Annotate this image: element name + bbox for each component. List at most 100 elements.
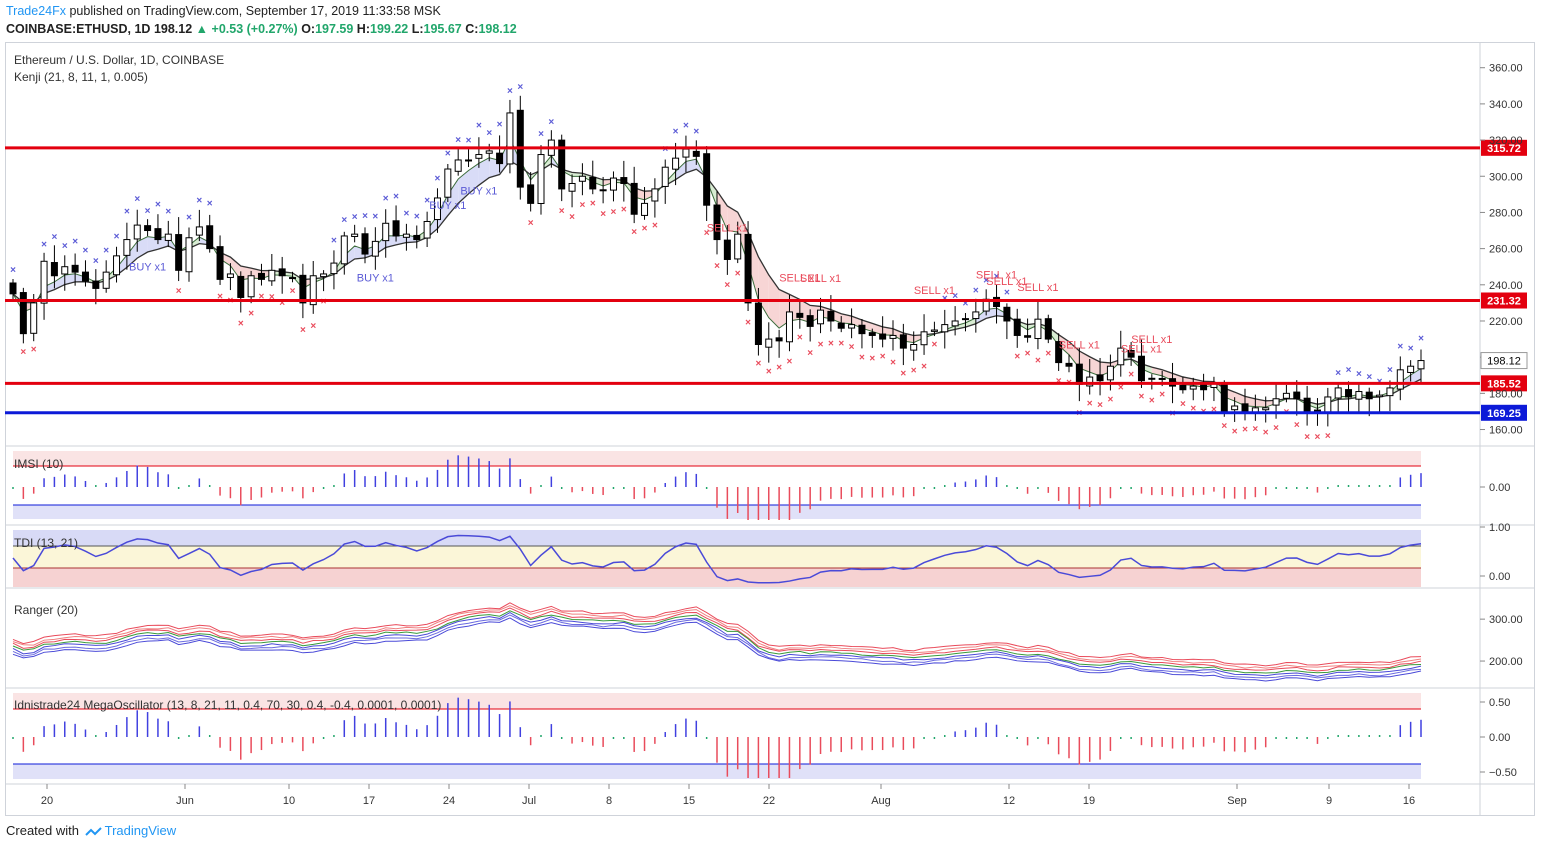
- candle-body: [113, 255, 121, 276]
- candle-body: [558, 139, 566, 190]
- cloud-segment: [955, 322, 966, 330]
- cloud-segment: [137, 236, 148, 259]
- time-tick-label: 15: [683, 795, 695, 807]
- candle-body: [9, 282, 17, 295]
- author-link[interactable]: Trade24Fx: [6, 4, 66, 18]
- candle-body: [1013, 318, 1021, 336]
- candle-body: [1034, 318, 1042, 340]
- candle-body: [1386, 387, 1394, 397]
- candle-body: [133, 224, 141, 240]
- candle-body: [496, 152, 504, 165]
- buy-marker: ×: [1346, 365, 1352, 376]
- buy-marker: ×: [114, 231, 120, 242]
- close-label: C:: [465, 22, 479, 36]
- candle-body: [206, 225, 214, 250]
- chart-svg[interactable]: × × × × × × × × × × × × × × × × × × × × × × × × × × × × × × × × × × × × × × × ×…: [5, 42, 1535, 816]
- sell-signal-label: SELL x1: [914, 285, 955, 297]
- price-tick-label: 280.00: [1489, 207, 1523, 219]
- ranger-line: [12, 605, 1422, 669]
- publish-line: Trade24Fx published on TradingView.com, …: [6, 4, 441, 18]
- candle-body: [578, 175, 586, 182]
- pane-tick-label: 0.00: [1489, 732, 1510, 744]
- imsi-title: IMSI (10): [14, 457, 63, 471]
- level-tag-label: 185.52: [1487, 378, 1521, 390]
- pane-tick-label: 1.00: [1489, 522, 1510, 534]
- time-axis[interactable]: 20 Jun 10 17 24 Jul 8 15 22 Aug 12 19 Sep 9 16: [41, 784, 1415, 807]
- candle-body: [723, 239, 731, 260]
- candle-body: [340, 235, 348, 265]
- sell-marker: ×: [238, 319, 244, 330]
- price-tick-label: 180.00: [1489, 388, 1523, 400]
- cloud-segment: [54, 275, 65, 290]
- price-tick-label: 360.00: [1489, 63, 1523, 75]
- ranger-line: [12, 610, 1422, 674]
- tradingview-link[interactable]: TradingView: [104, 823, 177, 838]
- sell-signal-label: SELL x1: [800, 273, 841, 285]
- sell-marker: ×: [880, 351, 886, 362]
- candle-body: [61, 266, 69, 275]
- candle-body: [620, 177, 628, 184]
- sell-marker: ×: [579, 200, 585, 211]
- candle-body: [1003, 306, 1011, 322]
- sell-signal-label: SELL x1: [976, 270, 1017, 282]
- pane-tick-label: 300.00: [1489, 614, 1523, 626]
- candle-body: [889, 334, 897, 339]
- candle-body: [154, 228, 162, 241]
- candle-body: [1106, 365, 1114, 381]
- ranger-line: [12, 607, 1422, 672]
- candle-body: [661, 166, 669, 187]
- time-tick-label: Jul: [522, 795, 536, 807]
- candle-body: [672, 157, 680, 170]
- buy-marker: ×: [1356, 369, 1362, 380]
- cloud-segment: [437, 194, 448, 229]
- sell-marker: ×: [1118, 382, 1124, 393]
- sell-marker: ×: [766, 366, 772, 377]
- price-axis[interactable]: 315.72 231.32 185.52 169.25 160.00 180.00 200.…: [1480, 63, 1528, 779]
- candle-body: [444, 168, 452, 198]
- buy-marker: ×: [424, 195, 430, 206]
- footer: Created with TradingView: [6, 823, 176, 838]
- cloud-segment: [727, 205, 738, 233]
- last-price-tag: [1480, 352, 1528, 370]
- sell-marker: ×: [559, 206, 565, 217]
- candle-body: [371, 240, 379, 257]
- cloud-segment: [126, 241, 138, 268]
- candle-body: [465, 159, 473, 162]
- candle-body: [247, 275, 255, 298]
- chart-area[interactable]: × × × × × × × × × × × × × × × × × × × × × × × × × × × × × × × × × × × × × × × ×…: [5, 42, 1535, 816]
- sell-marker: ×: [1056, 376, 1062, 387]
- sell-marker: ×: [528, 218, 534, 229]
- pane-tick-label: 0.00: [1489, 482, 1510, 494]
- candle-body: [1293, 391, 1301, 400]
- sell-signal-label: SELL x1: [1059, 339, 1100, 351]
- cloud-segment: [478, 157, 490, 186]
- sell-marker: ×: [621, 205, 627, 216]
- cloud-segment: [468, 163, 479, 194]
- buy-marker: ×: [445, 149, 451, 160]
- sell-marker: ×: [600, 209, 606, 220]
- sell-marker: ×: [569, 212, 575, 223]
- cloud-segment: [717, 190, 728, 231]
- buy-marker: ×: [383, 193, 389, 204]
- buy-marker: ×: [942, 293, 948, 304]
- candle-body: [682, 148, 690, 158]
- candle-body: [817, 309, 825, 325]
- candle-body: [703, 153, 711, 206]
- sell-marker: ×: [797, 333, 803, 344]
- candle-body: [1324, 396, 1332, 414]
- buy-marker: ×: [72, 237, 78, 248]
- candle-body: [185, 237, 193, 273]
- candle-body: [568, 182, 576, 192]
- indicator-panes[interactable]: [12, 451, 1422, 779]
- main-pane[interactable]: × × × × × × × × × × × × × × × × × × × × × × × × × × × × × × × × × × × × × × × ×…: [5, 82, 1480, 443]
- sell-signal-label: SELL x1: [779, 272, 820, 284]
- candle-body: [1282, 392, 1290, 399]
- candle-body: [257, 272, 265, 280]
- sell-marker: ×: [279, 298, 285, 309]
- time-tick-label: Aug: [871, 795, 891, 807]
- buy-marker: ×: [393, 191, 399, 202]
- time-tick-label: 16: [1403, 795, 1415, 807]
- ranger-line: [12, 614, 1422, 679]
- candle-body: [827, 310, 835, 322]
- candle-body: [1231, 405, 1239, 411]
